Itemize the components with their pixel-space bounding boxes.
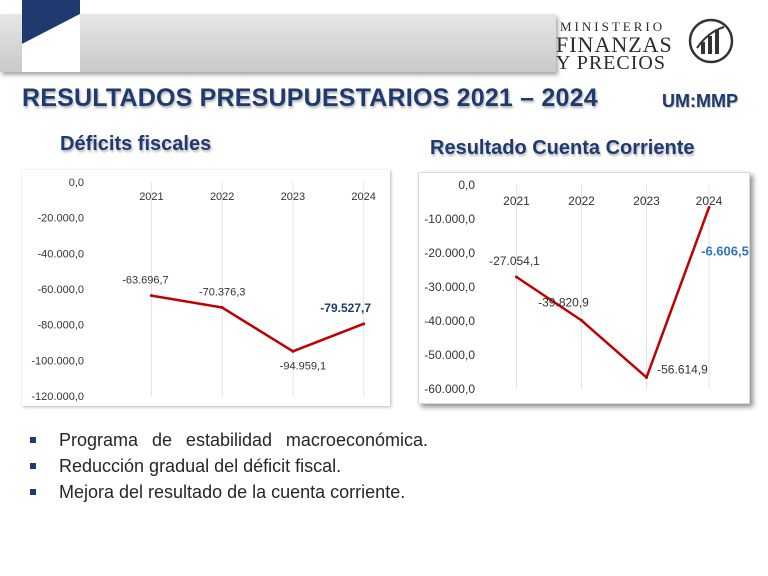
x-tick-label: 2021 [139,191,163,203]
y-tick-label: -50.000,0 [424,348,475,362]
data-label: -6.606,5 [701,243,749,258]
x-tick-label: 2021 [503,194,530,208]
data-label: -70.376,3 [199,287,245,299]
unit-label: UM:MMP [662,91,738,111]
bullet-text: Mejora del resultado de la cuenta corrie… [59,482,406,502]
bullet-item: Programa de estabilidad macroeconómica. [28,428,428,452]
x-tick-label: 2022 [568,194,595,208]
data-point [515,275,518,279]
right-chart-heading: Resultado Cuenta Corriente [430,137,695,159]
data-label: -79.527,7 [320,301,371,315]
y-tick-label: -40.000,0 [38,248,84,260]
y-tick-label: -20.000,0 [424,246,475,260]
data-label: -56.614,9 [657,362,708,376]
left-chart-heading: Déficits fiscales [60,133,212,155]
data-label: -63.696,7 [122,275,168,287]
y-tick-label: 0,0 [69,177,84,189]
x-tick-label: 2023 [633,194,660,208]
y-tick-label: -20.000,0 [38,213,84,225]
data-point [362,322,366,326]
chart-cuenta-corriente: 0,0 -10.000,0 -20.000,0 -30.000,0 -40.000,0 -… [418,172,750,404]
data-point [149,294,153,298]
header-bar [0,14,556,72]
x-tick-label: 2023 [281,191,305,203]
data-point [645,375,648,379]
bullet-item: Mejora del resultado de la cuenta corrie… [28,480,428,504]
ministry-emblem-icon [688,18,734,64]
data-point [580,318,583,322]
y-tick-label: -40.000,0 [424,314,475,328]
header-corner-decoration [22,0,80,72]
bullet-text: Programa de estabilidad macroeconómica. [59,430,428,450]
y-tick-label: -100.000,0 [31,355,84,367]
y-tick-label: -30.000,0 [424,280,475,294]
chart-deficits-fiscales: 0,0 -20.000,0 -40.000,0 -60.000,0 -80.000,0 -… [22,170,390,406]
y-tick-label: -60.000,0 [424,382,475,396]
y-tick-label: -80.000,0 [38,320,84,332]
bullet-list: Programa de estabilidad macroeconómica. … [28,428,428,506]
data-label: -27.054,1 [489,254,540,268]
logo-line-2: FINANZAS [556,32,673,57]
chart-cuenta-corriente-svg: 0,0 -10.000,0 -20.000,0 -30.000,0 -40.000,0 -… [424,178,749,396]
x-tick-label: 2024 [696,194,723,208]
x-tick-label: 2022 [210,191,234,203]
data-point [220,306,224,310]
data-label: -39.820,9 [538,295,589,309]
ministry-logo: MINISTERIO FINANZAS Y PRECIOS [556,18,736,74]
y-tick-label: -60.000,0 [38,284,84,296]
bullet-item: Reducción gradual del déficit fiscal. [28,454,428,478]
series-line [515,207,711,379]
bullet-square-icon [30,437,36,443]
series-line [151,294,365,353]
data-point [707,205,711,209]
y-tick-label: 0,0 [458,178,475,192]
bullet-square-icon [30,463,36,469]
logo-line-1: MINISTERIO [560,19,666,34]
x-tick-label: 2024 [351,191,375,203]
logo-line-3: Y PRECIOS [556,52,666,74]
bullet-square-icon [30,489,36,495]
chart-deficits-fiscales-svg: 0,0 -20.000,0 -40.000,0 -60.000,0 -80.000,0 -… [31,177,376,403]
bullet-text: Reducción gradual del déficit fiscal. [59,456,342,476]
page-title: RESULTADOS PRESUPUESTARIOS 2021 – 2024 [22,84,598,112]
y-tick-label: -10.000,0 [424,212,475,226]
data-label: -94.959,1 [280,360,326,372]
y-tick-label: -120.000,0 [31,391,84,403]
data-point [291,349,295,353]
